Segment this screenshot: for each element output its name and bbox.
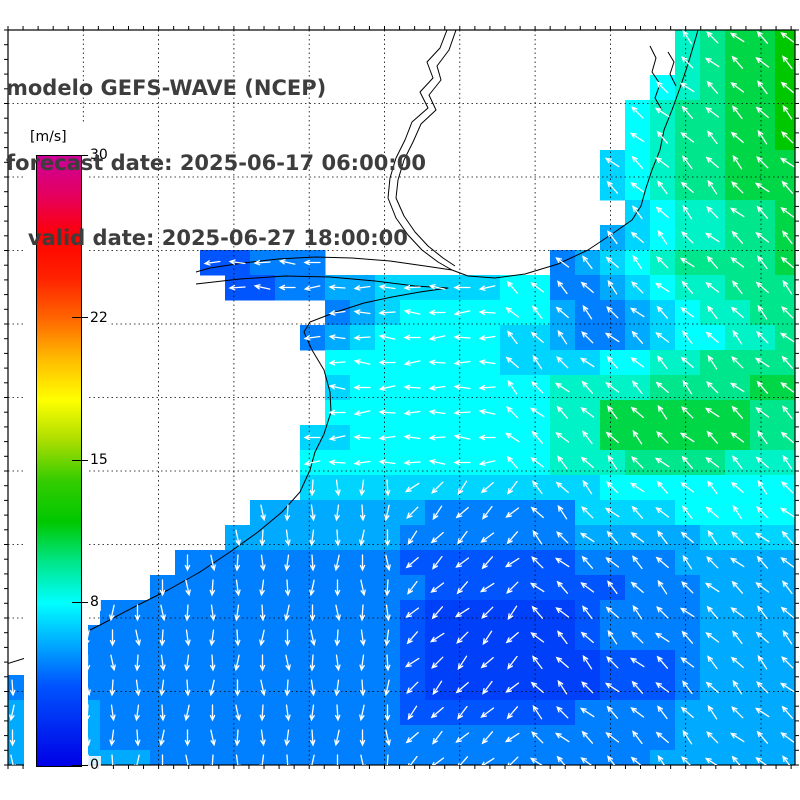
colorbar-tick-label: 22 <box>88 308 110 327</box>
colorbar-gradient <box>36 155 82 767</box>
colorbar-tick-label: 8 <box>88 593 101 612</box>
colorbar-tick <box>72 764 88 766</box>
colorbar-tick <box>72 317 88 319</box>
direction-arrows <box>9 30 795 765</box>
colorbar-tick <box>72 459 88 461</box>
colorbar-tick <box>72 154 88 156</box>
colorbar-tick <box>72 601 88 603</box>
colorbar-tick-label: 0 <box>88 756 101 774</box>
valid-date: valid date: 2025-06-27 18:00:00 <box>6 226 408 250</box>
colorbar-tick-label: 30 <box>88 146 110 164</box>
forecast-date: forecast date: 2025-06-17 06:00:00 <box>6 151 426 175</box>
model-name: modelo GEFS-WAVE (NCEP) <box>6 76 327 100</box>
frame-ticks <box>4 26 799 769</box>
title-block: modelo GEFS-WAVE (NCEP) forecast date: 2… <box>6 26 426 301</box>
heatmap-cells <box>8 30 795 765</box>
colorbar-tick-label: 15 <box>88 451 110 469</box>
colorbar-unit-label: [m/s] <box>28 129 69 145</box>
